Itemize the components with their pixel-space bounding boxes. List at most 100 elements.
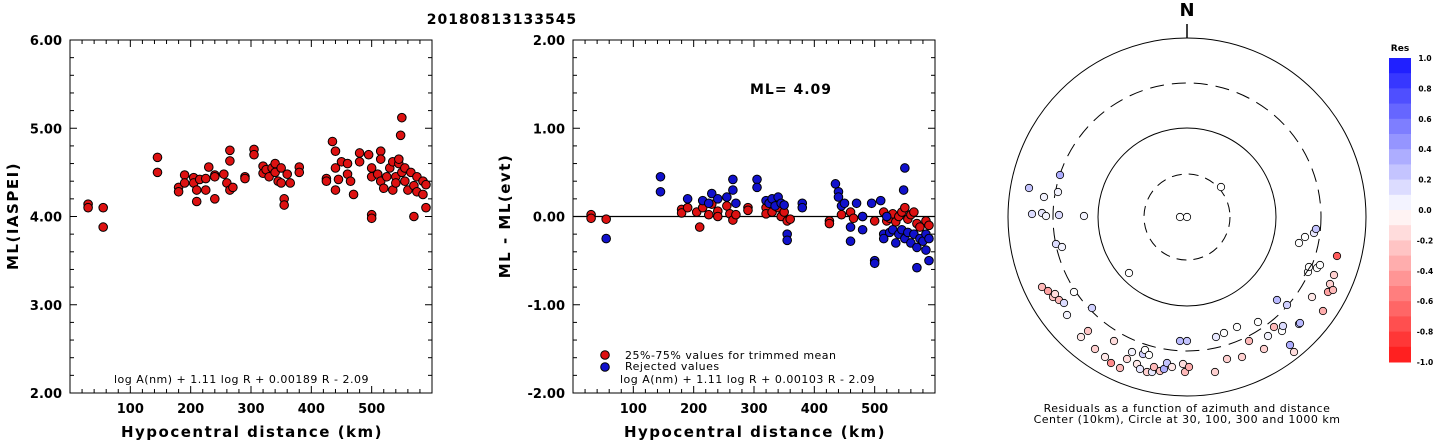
legend-marker-trimmed xyxy=(600,350,610,360)
colorbar-cells xyxy=(1389,58,1411,363)
data-point xyxy=(173,186,184,197)
data-point xyxy=(249,149,259,160)
data-point xyxy=(330,146,341,156)
data-point xyxy=(179,178,190,188)
station-marker xyxy=(1263,331,1273,341)
circle-300km xyxy=(1052,82,1322,352)
colorbar-cell xyxy=(1389,194,1411,211)
tick-marks: 2.00 3.00 4.00 5.00 6.00 100 200 300 400 500 xyxy=(30,34,432,417)
trimmed-point xyxy=(703,209,714,220)
rejected-point xyxy=(655,186,666,197)
trimmed-point xyxy=(586,213,596,224)
rejected-point xyxy=(890,238,901,248)
data-point xyxy=(152,167,163,178)
ml-value-label: ML= 4.09 xyxy=(750,82,832,98)
station-marker xyxy=(1127,347,1137,357)
data-point xyxy=(394,154,404,164)
y-tick-label: 4.00 xyxy=(30,211,62,226)
station-marker xyxy=(1175,212,1185,222)
data-point xyxy=(354,156,365,167)
station-marker xyxy=(1037,282,1047,292)
north-label: N xyxy=(1179,0,1194,21)
data-point xyxy=(333,174,344,185)
colorbar-label: 1.0 xyxy=(1418,54,1431,63)
rejected-point xyxy=(900,163,910,173)
station-marker xyxy=(1244,336,1254,346)
data-point xyxy=(327,136,338,147)
data-point xyxy=(219,169,229,179)
data-point xyxy=(391,178,401,188)
station-marker xyxy=(1332,251,1342,261)
colorbar-cell xyxy=(1389,331,1411,348)
colorbar: Res 1.0 0.8 0.6 0.4 0.2 0.0 -0.2 -0.4 -0.6 -0.8 -1… xyxy=(1389,44,1433,367)
data-point xyxy=(98,202,108,213)
y-tick-label: 5.00 xyxy=(30,122,62,137)
data-point xyxy=(321,176,332,186)
colorbar-cell xyxy=(1389,255,1411,272)
station-marker xyxy=(1090,344,1100,354)
tick-marks: -2.00 -1.00 0.00 1.00 2.00 100 200 300 400 500 xyxy=(528,34,935,417)
colorbar-cell xyxy=(1389,103,1411,120)
colorbar-cell xyxy=(1389,346,1411,363)
data-point xyxy=(345,176,356,186)
y-tick-label: 2.00 xyxy=(533,34,565,49)
trimmed-point xyxy=(900,202,910,213)
station-marker xyxy=(1278,321,1288,331)
data-point xyxy=(363,149,374,160)
station-marker xyxy=(1232,322,1242,332)
station-marker xyxy=(1043,286,1053,296)
station-marker xyxy=(1039,192,1049,202)
x-axis-label: Hypocentral distance (km) xyxy=(121,423,383,441)
colorbar-cell xyxy=(1389,225,1411,241)
x-tick-label: 400 xyxy=(801,402,828,417)
colorbar-cell xyxy=(1389,149,1411,165)
data-point xyxy=(203,162,214,172)
data-point xyxy=(200,173,211,184)
rejected-point xyxy=(875,195,886,206)
station-marker xyxy=(1057,242,1067,252)
x-tick-label: 200 xyxy=(680,402,707,417)
colorbar-cell xyxy=(1389,58,1411,74)
data-point xyxy=(282,169,293,179)
x-tick-label: 400 xyxy=(298,402,325,417)
rejected-point xyxy=(779,200,789,210)
colorbar-cell xyxy=(1389,164,1411,181)
data-point xyxy=(395,130,406,141)
rejected-point xyxy=(878,233,889,244)
colorbar-cell xyxy=(1389,118,1411,135)
residual-panel: -2.00 -1.00 0.00 1.00 2.00 100 200 300 400 500 Hy… xyxy=(496,34,936,441)
rejected-point xyxy=(912,242,922,253)
colorbar-label: 0.8 xyxy=(1418,84,1431,93)
colorbar-cell xyxy=(1389,210,1411,226)
trimmed-point xyxy=(676,208,687,218)
rejected-point xyxy=(921,245,931,255)
station-marker xyxy=(1211,332,1221,342)
data-point xyxy=(98,222,108,232)
magnitude-panel: 2.00 3.00 4.00 5.00 6.00 100 200 300 400 500 Hypo… xyxy=(4,34,433,441)
station-marker xyxy=(1106,358,1116,368)
trimmed-point xyxy=(682,202,693,213)
colorbar-cell xyxy=(1389,270,1411,287)
colorbar-label: -0.8 xyxy=(1417,328,1433,337)
rejected-point xyxy=(857,224,868,235)
y-tick-label: 0.00 xyxy=(533,211,565,226)
station-marker xyxy=(1069,287,1079,297)
rejected-point xyxy=(728,174,738,185)
data-point xyxy=(421,179,431,190)
data-point xyxy=(366,213,377,224)
rejected-point xyxy=(845,236,856,247)
x-tick-label: 500 xyxy=(358,402,385,417)
y-tick-label: 3.00 xyxy=(30,299,62,314)
formula-note: log A(nm) + 1.11 log R + 0.00103 R - 2.0… xyxy=(620,373,875,386)
data-point xyxy=(285,178,296,188)
rejected-point xyxy=(706,188,717,199)
colorbar-label: 0.2 xyxy=(1418,176,1431,185)
rejected-point xyxy=(797,202,808,213)
x-tick-label: 100 xyxy=(620,402,647,417)
station-marker xyxy=(1062,310,1072,320)
data-point xyxy=(342,158,353,169)
station-marker xyxy=(1282,300,1292,310)
station-marker xyxy=(1115,363,1125,373)
data-point xyxy=(225,156,235,166)
station-marker xyxy=(1135,364,1145,374)
